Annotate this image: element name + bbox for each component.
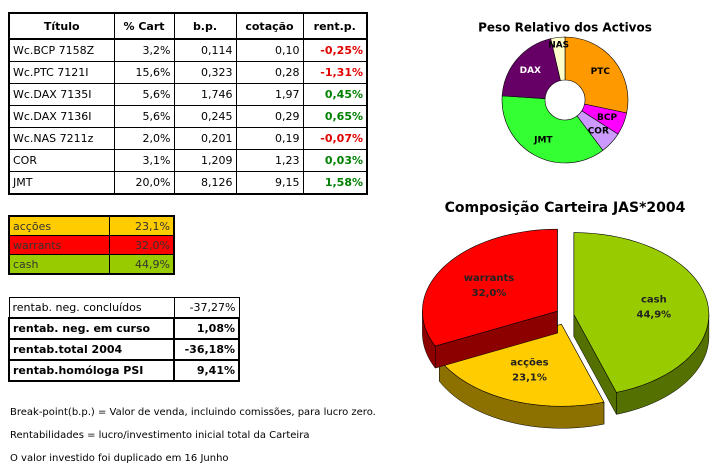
cell: 0,19 — [235, 127, 304, 150]
pie-slice — [501, 95, 604, 164]
cell: 3,2% — [113, 38, 175, 62]
cell: 0,65% — [302, 105, 368, 128]
pie-slice — [550, 36, 566, 81]
row: rentab. neg. concluídos -37,27% — [8, 297, 240, 319]
slice-top — [438, 323, 605, 407]
slice-label: COR — [588, 127, 609, 137]
cell: 8,126 — [173, 171, 237, 195]
cell: 44,9% — [108, 254, 175, 275]
row: COR 3,1% 1,209 1,23 0,03% — [8, 149, 368, 172]
slice-label: PTC — [591, 67, 611, 77]
row: rentab. neg. em curso 1,08% — [8, 317, 240, 340]
cell: -36,18% — [173, 338, 240, 361]
cell: 0,28 — [235, 61, 304, 84]
pie-slice — [501, 38, 561, 100]
cell: 0,29 — [235, 105, 304, 128]
summary-table: rentab. neg. concluídos -37,27% rentab. ne… — [8, 297, 240, 382]
cell: cash — [8, 254, 110, 275]
row: rentab.total 2004 -36,18% — [8, 338, 240, 361]
holdings-table: Título% Cart b.p. cotação rent.p. Wc.BCP 715… — [8, 12, 368, 195]
slice-label: JMT — [533, 136, 553, 146]
slice-label: DAX — [520, 66, 541, 76]
cell: Wc.NAS 7211z — [8, 127, 115, 150]
row: Wc.NAS 7211z 2,0% 0,201 0,19 -0,07% — [8, 127, 368, 150]
cell: 1,08% — [173, 317, 240, 340]
note: Break-point(b.p.) = Valor de venda, incl… — [10, 407, 376, 418]
row: warrants 32,0% — [8, 235, 175, 255]
row: Wc.BCP 7158Z 3,2% 0,114 0,10 -0,25% — [8, 38, 368, 62]
pie-slice — [573, 232, 710, 415]
cell: 1,209 — [173, 149, 237, 172]
pie-slice — [564, 36, 629, 114]
slice-value-label: 44,9% — [636, 310, 671, 321]
cell: 0,245 — [173, 105, 237, 128]
slice-label: warrants — [464, 273, 514, 284]
row: rentab.homóloga PSI 9,41% — [8, 359, 240, 382]
cell: 0,03% — [302, 149, 368, 172]
cell: rentab. neg. concluídos — [8, 297, 175, 319]
pie-slice — [422, 228, 558, 369]
chart-title: Peso Relativo dos Activos — [478, 21, 652, 35]
slice-label: NAS — [548, 40, 569, 50]
slice-label: acções — [510, 357, 548, 368]
cell: -1,31% — [302, 61, 368, 84]
chart-title: Composição Carteira JAS*2004 — [445, 200, 686, 216]
cell: 9,41% — [173, 359, 240, 382]
row: cash 44,9% — [8, 254, 175, 275]
header-row: Título% Cart b.p. cotação rent.p. — [8, 12, 368, 40]
slice-value-label: 32,0% — [472, 288, 507, 299]
cell: rentab.total 2004 — [8, 338, 175, 361]
cell: -0,07% — [302, 127, 368, 150]
column-header: cotação — [235, 12, 304, 40]
slice-top — [573, 232, 710, 393]
row: JMT 20,0% 8,126 9,15 1,58% — [8, 171, 368, 195]
column-header: rent.p. — [302, 12, 368, 40]
allocation-table: acções 23,1% warrants 32,0% cash 44,9% — [8, 215, 175, 275]
note: Rentabilidades = lucro/investimento inic… — [10, 430, 310, 441]
slice-top — [422, 228, 558, 347]
cell: -37,27% — [173, 297, 240, 319]
cell: 1,58% — [302, 171, 368, 195]
slice-value-label: 23,1% — [512, 372, 547, 383]
row: Wc.DAX 7136I 5,6% 0,245 0,29 0,65% — [8, 105, 368, 128]
note: O valor investido foi duplicado em 16 Ju… — [10, 453, 229, 464]
cell: warrants — [8, 235, 110, 255]
cell: 32,0% — [108, 235, 175, 255]
slice-label: BCP — [597, 113, 617, 123]
cell: 23,1% — [108, 215, 175, 236]
cell: 1,23 — [235, 149, 304, 172]
cell: 20,0% — [113, 171, 175, 195]
slice-label: cash — [641, 295, 667, 306]
cell: 2,0% — [113, 127, 175, 150]
column-header: Título — [8, 12, 115, 40]
row: acções 23,1% — [8, 215, 175, 236]
cell: Wc.DAX 7135I — [8, 83, 115, 106]
column-header: % Cart — [113, 12, 175, 40]
cell: rentab.homóloga PSI — [8, 359, 175, 382]
cell: -0,25% — [302, 38, 368, 62]
cell: rentab. neg. em curso — [8, 317, 175, 340]
cell: JMT — [8, 171, 115, 195]
